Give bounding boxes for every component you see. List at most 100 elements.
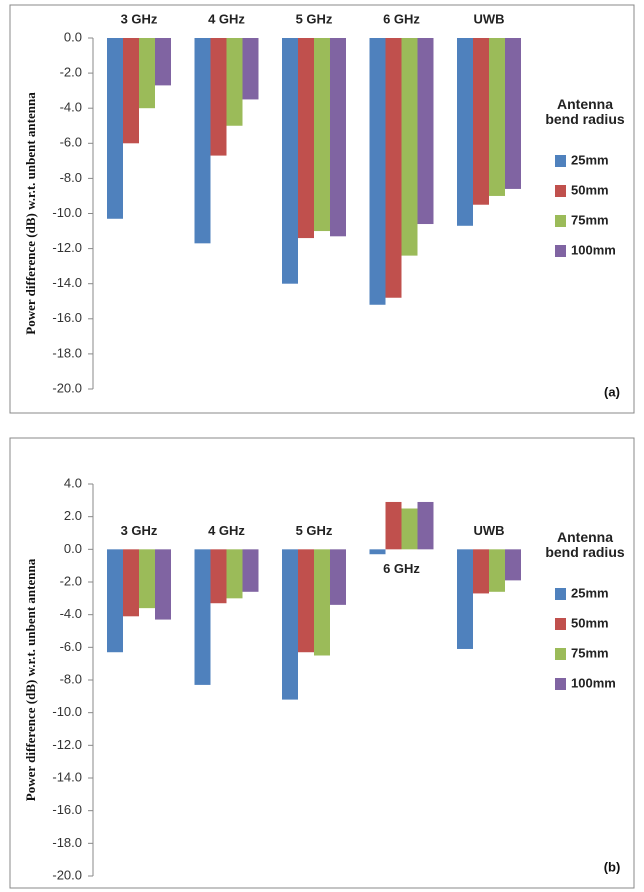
y-tick-label: -14.0 — [52, 275, 82, 290]
y-tick-label: 0.0 — [64, 29, 82, 44]
y-tick-label: -4.0 — [60, 100, 82, 115]
bar — [489, 38, 505, 196]
legend-title: Antenna bend radius — [545, 529, 625, 560]
y-tick-label: -16.0 — [52, 802, 82, 817]
bar — [369, 549, 386, 555]
bar — [417, 501, 434, 550]
y-tick-label: -12.0 — [52, 737, 82, 752]
bar — [155, 549, 171, 620]
bar — [155, 38, 171, 86]
bar — [385, 38, 402, 298]
bar — [314, 549, 330, 656]
bar — [330, 549, 346, 605]
legend-label: 25mm — [571, 585, 609, 600]
y-tick-label: -10.0 — [52, 205, 82, 220]
legend-label: 100mm — [571, 242, 616, 257]
y-axis-label: Power difference (dB) w.r.t. unbent ante… — [23, 558, 38, 801]
category-label: UWB — [473, 11, 504, 26]
bar — [242, 549, 259, 592]
y-tick-label: -18.0 — [52, 835, 82, 850]
bar — [505, 38, 521, 189]
bar — [210, 549, 227, 604]
legend-swatch — [555, 215, 566, 227]
bar — [194, 38, 211, 244]
category-label: 3 GHz — [121, 523, 158, 538]
bar — [401, 508, 418, 550]
bar — [417, 38, 434, 225]
bar — [123, 38, 139, 144]
y-tick-label: -8.0 — [60, 170, 82, 185]
bar — [298, 38, 314, 239]
y-tick-label: -16.0 — [52, 310, 82, 325]
bar — [505, 549, 521, 581]
y-tick-label: 4.0 — [64, 475, 82, 490]
category-label: 4 GHz — [208, 523, 245, 538]
legend-label: 75mm — [571, 645, 609, 660]
y-tick-label: -8.0 — [60, 671, 82, 686]
y-tick-label: 2.0 — [64, 508, 82, 523]
legend-label: 50mm — [571, 182, 609, 197]
bar — [107, 38, 123, 219]
y-tick-label: -18.0 — [52, 345, 82, 360]
bar — [194, 549, 211, 685]
legend-label: 100mm — [571, 675, 616, 690]
bar — [369, 38, 386, 305]
bar — [139, 549, 155, 609]
y-tick-label: -2.0 — [60, 65, 82, 80]
category-label: 5 GHz — [296, 11, 333, 26]
bar — [385, 501, 402, 550]
y-tick-label: -6.0 — [60, 135, 82, 150]
bar — [226, 549, 243, 599]
bar — [242, 38, 259, 100]
bar — [401, 38, 418, 256]
y-tick-label: -2.0 — [60, 573, 82, 588]
bar — [107, 549, 123, 653]
bar — [330, 38, 346, 237]
legend-label: 50mm — [571, 615, 609, 630]
y-tick-label: -12.0 — [52, 240, 82, 255]
panel-border — [9, 437, 635, 889]
category-label: 5 GHz — [296, 523, 333, 538]
bar — [123, 549, 139, 617]
y-tick-label: -4.0 — [60, 606, 82, 621]
y-tick-label: -6.0 — [60, 639, 82, 654]
category-label: 6 GHz — [383, 11, 420, 26]
category-label: UWB — [473, 523, 504, 538]
bar — [282, 549, 298, 700]
legend-swatch — [555, 185, 566, 197]
y-tick-label: -20.0 — [52, 867, 82, 882]
legend-label: 75mm — [571, 212, 609, 227]
legend-swatch — [555, 648, 566, 660]
category-label: 6 GHz — [383, 561, 420, 576]
bar — [489, 549, 505, 592]
panel-border — [9, 4, 635, 414]
panel-label: (a) — [604, 384, 620, 399]
bar — [457, 38, 473, 226]
legend-swatch — [555, 155, 566, 167]
legend-swatch — [555, 588, 566, 600]
bar — [282, 38, 298, 284]
bar — [473, 38, 489, 205]
legend-swatch — [555, 678, 566, 690]
y-axis-label: Power difference (dB) w.r.t. unbent ante… — [23, 92, 38, 335]
legend-swatch — [555, 245, 566, 257]
bar — [457, 549, 473, 649]
bar — [298, 549, 314, 653]
y-tick-label: -20.0 — [52, 380, 82, 395]
panel-label: (b) — [604, 859, 621, 874]
legend-title: Antenna bend radius — [545, 96, 625, 127]
bar — [226, 38, 243, 126]
legend-swatch — [555, 618, 566, 630]
bar — [473, 549, 489, 594]
category-label: 4 GHz — [208, 11, 245, 26]
y-tick-label: -14.0 — [52, 769, 82, 784]
y-tick-label: 0.0 — [64, 541, 82, 556]
y-tick-label: -10.0 — [52, 704, 82, 719]
bar — [314, 38, 330, 232]
bar — [139, 38, 155, 109]
bar — [210, 38, 227, 156]
legend-label: 25mm — [571, 152, 609, 167]
category-label: 3 GHz — [121, 11, 158, 26]
